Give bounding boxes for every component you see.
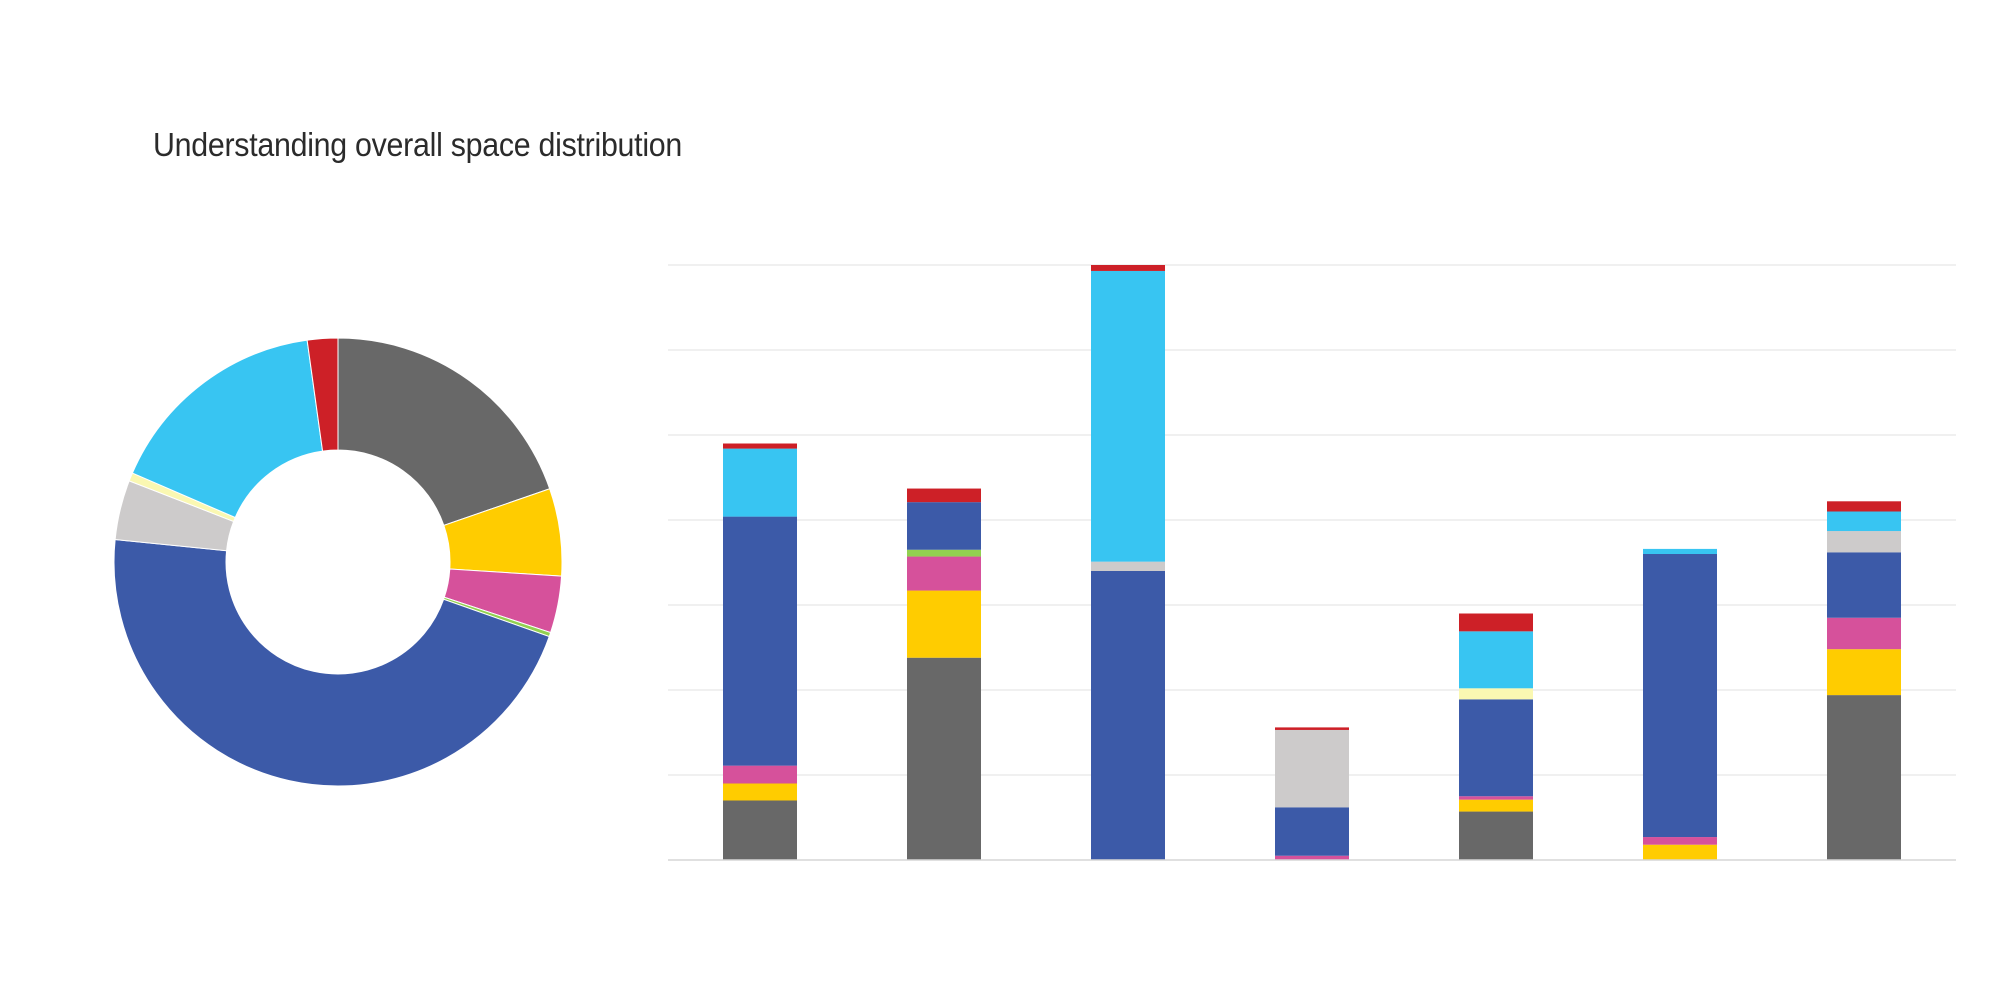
bar-segment-pink [1275, 855, 1349, 860]
bar-segment-lightgray [1275, 729, 1349, 808]
bar-segment-yellow [907, 590, 981, 658]
bar-segment-blue [1091, 571, 1165, 860]
donut-slice-cyan [131, 339, 324, 519]
bar-segment-pink [1827, 617, 1901, 650]
bar-segment-green [907, 549, 981, 557]
bar-stack-5 [1459, 613, 1533, 860]
bar-stack-6 [1643, 548, 1717, 860]
bar-segment-blue [1275, 807, 1349, 856]
bar-segment-lightgray [1827, 531, 1901, 553]
bar-segment-cyan [1091, 270, 1165, 562]
bar-segment-pink [1643, 837, 1717, 845]
bar-segment-cyan [723, 448, 797, 517]
bar-segment-blue [1827, 552, 1901, 618]
bar-stack-3 [1091, 265, 1165, 860]
bar-segment-red [1275, 727, 1349, 730]
bar-stack-4 [1275, 727, 1349, 860]
donut-slice-blue [113, 538, 550, 787]
bar-segment-gray [1459, 811, 1533, 860]
bar-segment-yellow [723, 783, 797, 801]
bar-stack-2 [907, 488, 981, 860]
bar-segment-cyan [1459, 631, 1533, 689]
bar-segment-cyan [1643, 548, 1717, 554]
bar-stack-1 [723, 443, 797, 860]
bar-segment-lightgray [1091, 561, 1165, 571]
donut-chart [113, 337, 563, 787]
bar-segment-red [907, 488, 981, 503]
bar-stack-7 [1827, 501, 1901, 860]
bar-segment-lightyellow [1459, 688, 1533, 700]
bar-segment-pink [723, 765, 797, 784]
bar-segment-gray [1827, 695, 1901, 860]
donut-slice-gray [337, 337, 551, 527]
bar-segment-red [1091, 265, 1165, 271]
donut-slice-red [306, 337, 339, 452]
bar-segment-red [723, 443, 797, 449]
bar-segment-yellow [1643, 844, 1717, 860]
bar-segment-blue [723, 516, 797, 766]
bar-segment-blue [907, 502, 981, 550]
bar-segment-red [1827, 501, 1901, 512]
bar-stacks [723, 265, 1901, 860]
chart-title: Understanding overall space distribution [153, 126, 683, 163]
bar-segment-red [1459, 613, 1533, 632]
bar-segment-pink [907, 556, 981, 591]
bar-segment-gray [907, 657, 981, 860]
bar-segment-pink [1459, 796, 1533, 800]
bar-segment-cyan [1827, 511, 1901, 532]
bar-segment-blue [1459, 699, 1533, 797]
bar-segment-yellow [1459, 799, 1533, 812]
bar-segment-yellow [1827, 649, 1901, 696]
bar-segment-blue [1643, 554, 1717, 838]
stacked-bar-chart [668, 264, 1956, 861]
gridlines [668, 264, 1956, 776]
bar-segment-gray [723, 800, 797, 860]
